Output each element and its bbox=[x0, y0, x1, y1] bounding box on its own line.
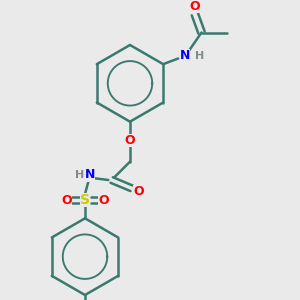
Text: N: N bbox=[85, 169, 95, 182]
Text: O: O bbox=[61, 194, 72, 206]
Text: O: O bbox=[98, 194, 109, 206]
Text: O: O bbox=[190, 0, 200, 13]
Text: N: N bbox=[180, 49, 190, 62]
Text: S: S bbox=[80, 193, 90, 207]
Text: O: O bbox=[133, 185, 144, 198]
Text: H: H bbox=[195, 51, 205, 61]
Text: O: O bbox=[125, 134, 135, 146]
Text: H: H bbox=[75, 170, 85, 180]
